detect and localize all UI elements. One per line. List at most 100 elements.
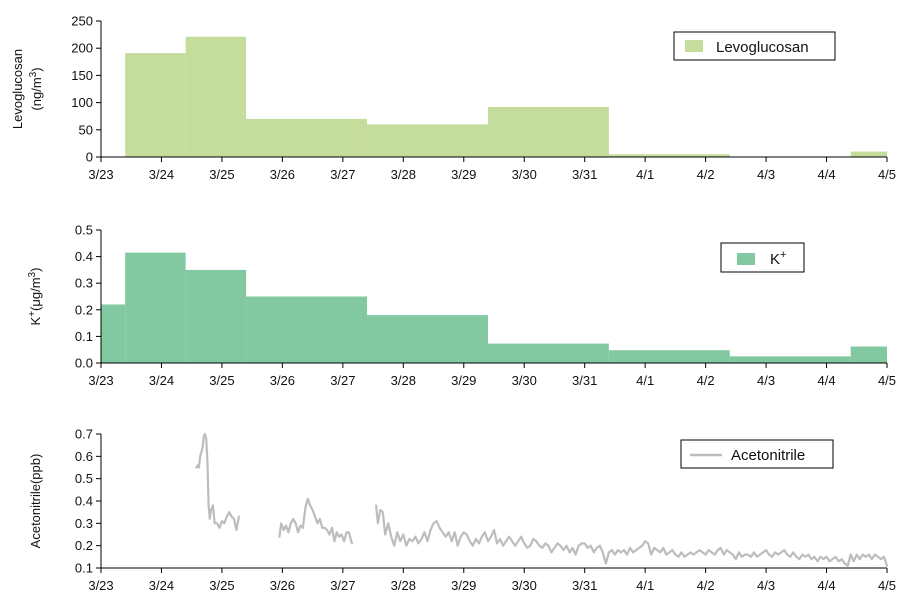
x-tick-label: 4/5 [878, 373, 896, 388]
y-tick-label: 0.6 [75, 449, 93, 464]
y-tick-label: 0.3 [75, 276, 93, 291]
x-tick-label: 4/1 [636, 167, 654, 182]
x-tick-label: 4/5 [878, 167, 896, 182]
step-bar-2 [246, 118, 368, 157]
x-tick-label: 3/31 [572, 373, 597, 388]
y-tick-label: 0.3 [75, 516, 93, 531]
step-bar-3 [246, 296, 368, 363]
x-tick-label: 3/27 [330, 578, 355, 593]
step-bar-2 [185, 269, 247, 363]
y-axis-unit-base: (μg/m [28, 277, 43, 311]
acetonitrile-line-segment-1 [278, 497, 353, 545]
x-tick-label: 3/25 [209, 373, 234, 388]
y-tick-label: 0.5 [75, 223, 93, 238]
y-axis-title-sup: + [27, 311, 38, 317]
x-tick-label: 3/24 [149, 167, 174, 182]
x-tick-label: 3/31 [572, 578, 597, 593]
x-tick-label: 3/27 [330, 373, 355, 388]
y-axis-unit-close: ) [29, 67, 44, 71]
y-tick-label: 0.2 [75, 302, 93, 317]
x-tick-label: 3/27 [330, 167, 355, 182]
x-tick-label: 4/4 [817, 167, 835, 182]
step-bar-0 [101, 304, 126, 363]
step-bar-4 [367, 315, 488, 363]
step-bar-5 [487, 343, 609, 363]
x-tick-label: 3/23 [88, 167, 113, 182]
y-axis-title-base: K [28, 316, 43, 325]
acetonitrile-line-segment-0 [195, 432, 240, 532]
x-tick-label: 3/23 [88, 373, 113, 388]
step-bar-8 [850, 346, 887, 363]
y-axis-unit-close: ) [28, 268, 43, 272]
x-tick-label: 3/26 [270, 167, 295, 182]
x-tick-label: 3/26 [270, 578, 295, 593]
y-tick-label: 0.0 [75, 356, 93, 371]
x-tick-label: 4/1 [636, 373, 654, 388]
legend-swatch [737, 253, 755, 265]
x-tick-label: 3/30 [512, 373, 537, 388]
y-axis-title: K+(μg/m3) [27, 268, 43, 326]
legend-label-base: K [770, 251, 780, 268]
y-axis-unit-sup: 3 [27, 271, 38, 277]
y-tick-label: 0.1 [75, 561, 93, 576]
y-axis-unit: (ng/m3) [28, 67, 44, 110]
y-tick-label: 0.4 [75, 249, 93, 264]
y-tick-label: 100 [71, 95, 93, 110]
step-bar-6 [608, 350, 730, 363]
x-tick-label: 3/30 [512, 167, 537, 182]
y-tick-label: 250 [71, 14, 93, 29]
x-tick-label: 3/24 [149, 373, 174, 388]
step-bar-4 [487, 106, 609, 157]
x-tick-label: 3/31 [572, 167, 597, 182]
step-bar-7 [729, 356, 851, 363]
x-tick-label: 3/25 [209, 578, 234, 593]
y-axis-unit-sup: 3 [28, 71, 39, 77]
y-tick-label: 0.5 [75, 471, 93, 486]
y-axis-unit-base: (ng/m [29, 77, 44, 110]
x-tick-label: 3/26 [270, 373, 295, 388]
x-tick-label: 3/28 [391, 373, 416, 388]
x-tick-label: 3/29 [451, 167, 476, 182]
y-tick-label: 200 [71, 41, 93, 56]
x-tick-label: 4/3 [757, 578, 775, 593]
step-bar-3 [367, 124, 488, 157]
potassium-panel: 0.0 0.1 0.2 0.3 0.4 0.5 3/23 3/24 3/25 3/26 3/27 3/… [27, 223, 896, 389]
levoglucosan-panel: 0 50 100 150 200 250 3/23 3/24 3/25 3/26 3/27 3/28 3… [10, 14, 896, 183]
legend-label-sup: + [780, 249, 786, 261]
legend-label: K+ [770, 249, 786, 268]
y-tick-label: 50 [79, 122, 93, 137]
y-tick-label: 0.7 [75, 427, 93, 442]
x-tick-label: 4/2 [697, 167, 715, 182]
y-tick-label: 0 [86, 150, 93, 165]
x-tick-label: 4/5 [878, 578, 896, 593]
x-tick-label: 3/28 [391, 167, 416, 182]
x-tick-label: 4/1 [636, 578, 654, 593]
step-bar-1 [125, 252, 186, 363]
x-tick-label: 4/4 [817, 578, 835, 593]
legend-label: Acetonitrile [731, 447, 805, 464]
legend-box [720, 242, 805, 273]
y-tick-label: 0.1 [75, 329, 93, 344]
x-tick-label: 3/23 [88, 578, 113, 593]
step-bar-5 [608, 154, 730, 157]
y-tick-label: 0.2 [75, 538, 93, 553]
x-tick-label: 3/28 [391, 578, 416, 593]
x-tick-label: 3/30 [512, 578, 537, 593]
legend-swatch [685, 40, 703, 52]
step-bar-0 [125, 53, 186, 157]
x-tick-label: 4/3 [757, 167, 775, 182]
x-tick-label: 4/3 [757, 373, 775, 388]
y-axis-title: Acetonitrile(ppb) [28, 454, 43, 549]
x-tick-label: 3/29 [451, 578, 476, 593]
y-tick-label: 0.4 [75, 494, 93, 509]
y-axis-title: Levoglucosan [10, 49, 25, 129]
step-bar-6 [850, 151, 887, 157]
acetonitrile-panel: 0.1 0.2 0.3 0.4 0.5 0.6 0.7 3/23 3/24 3/25 3/26 3/2… [28, 427, 896, 594]
x-tick-label: 4/4 [817, 373, 835, 388]
acetonitrile-line-segment-2 [375, 504, 889, 567]
x-tick-label: 3/24 [149, 578, 174, 593]
x-tick-label: 4/2 [697, 578, 715, 593]
y-tick-label: 150 [71, 68, 93, 83]
x-tick-label: 4/2 [697, 373, 715, 388]
